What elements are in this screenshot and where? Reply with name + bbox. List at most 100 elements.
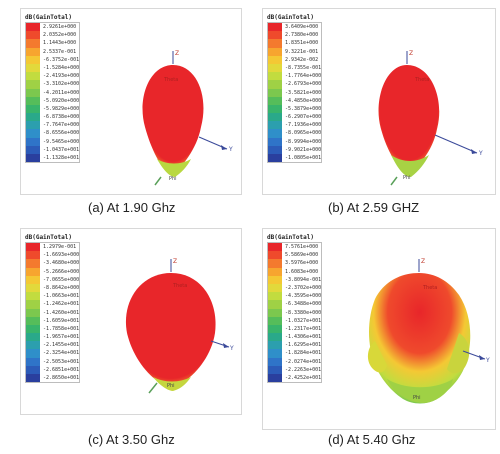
legend-tick-label: 2.0352e+000 bbox=[43, 32, 77, 39]
legend-tick-label: -9.9021e+000 bbox=[285, 146, 322, 153]
pattern-lobe-b bbox=[378, 65, 440, 175]
legend-swatch bbox=[268, 324, 282, 334]
legend-swatch bbox=[26, 308, 40, 317]
pattern-bottom-d bbox=[387, 379, 453, 403]
legend-tick-label: -8.8642e+000 bbox=[43, 284, 80, 291]
legend-swatch bbox=[268, 365, 282, 374]
y-axis-label-b: Y bbox=[478, 150, 483, 157]
legend-row: -6.8738e+000 bbox=[26, 113, 79, 122]
legend-row: 5.5869e+000 bbox=[268, 251, 321, 260]
legend-row: 1.6083e+000 bbox=[268, 267, 321, 276]
legend-row: -1.4260e+001 bbox=[26, 308, 79, 317]
legend-row: -1.0805e+001 bbox=[268, 154, 321, 163]
legend-tick-label: 7.5761e+000 bbox=[285, 244, 319, 250]
legend-swatch bbox=[26, 259, 40, 268]
legend-tick-label: -1.0437e+001 bbox=[43, 146, 80, 153]
pattern-base-a bbox=[157, 159, 191, 177]
legend-swatch bbox=[26, 267, 40, 276]
legend-row: -1.8284e+001 bbox=[268, 349, 321, 358]
legend-swatch bbox=[26, 316, 40, 325]
legend-swatch bbox=[268, 63, 282, 73]
legend-row: 2.9342e-002 bbox=[268, 55, 321, 64]
legend-tick-label: 2.9261e+000 bbox=[43, 24, 77, 30]
caption-c: (c) At 3.50 Ghz bbox=[88, 432, 175, 447]
legend-row: -2.5053e+001 bbox=[26, 357, 80, 366]
legend-swatch bbox=[268, 275, 282, 284]
pattern-base-b bbox=[391, 155, 429, 177]
legend-swatch bbox=[26, 121, 40, 130]
legend-row: -1.0327e+001 bbox=[268, 316, 321, 325]
legend-swatch bbox=[268, 113, 282, 122]
legend-row: 2.9261e+000 bbox=[26, 23, 79, 32]
legend-title-b: dB(GainTotal) bbox=[267, 14, 314, 21]
legend-swatch bbox=[268, 145, 282, 154]
legend-row: -1.6059e+001 bbox=[26, 316, 80, 325]
legend-tick-label: -3.8094e-001 bbox=[285, 276, 322, 283]
legend-row: -1.5284e+000 bbox=[26, 63, 79, 73]
legend-row: -3.4680e+000 bbox=[26, 259, 79, 268]
legend-swatch bbox=[26, 129, 40, 138]
y-axis-label-c: Y bbox=[229, 345, 234, 352]
legend-row: -1.6693e+000 bbox=[26, 251, 80, 260]
legend-swatch bbox=[26, 47, 40, 56]
legend-tick-label: -1.2462e+001 bbox=[43, 301, 80, 308]
y-axis-arrow-d bbox=[479, 355, 485, 360]
legend-row: -1.7764e+000 bbox=[268, 72, 321, 81]
pattern-base-c bbox=[153, 377, 191, 391]
legend-tick-label: -5.9829e+000 bbox=[43, 105, 80, 112]
legend-row: -1.0437e+001 bbox=[26, 145, 80, 154]
legend-tick-label: -2.4193e+000 bbox=[43, 73, 80, 80]
legend-tick-label: -8.0965e+000 bbox=[285, 130, 322, 137]
legend-tick-label: -8.6556e+000 bbox=[43, 130, 80, 137]
legend-swatch bbox=[26, 275, 40, 284]
legend-row: -2.4252e+001 bbox=[268, 374, 322, 383]
legend-title-c: dB(GainTotal) bbox=[25, 234, 72, 241]
legend-row: -2.3702e+000 bbox=[268, 283, 321, 293]
chart-panel-b: dB(GainTotal) 3.6409e+000 2.7380e+000 1.83… bbox=[262, 8, 496, 195]
legend-row: -5.9829e+000 bbox=[26, 104, 80, 114]
legend-swatch bbox=[26, 283, 40, 293]
legend-tick-label: 1.2979e-001 bbox=[43, 244, 77, 250]
legend-swatch bbox=[268, 88, 282, 97]
legend-tick-label: -1.0663e+001 bbox=[43, 293, 80, 300]
legend-swatch bbox=[268, 243, 282, 252]
legend-tick-label: -4.3595e+000 bbox=[285, 293, 322, 300]
legend-row: 1.2979e-001 bbox=[26, 243, 79, 252]
legend-swatch bbox=[268, 55, 282, 64]
legend-tick-label: -2.5053e+001 bbox=[43, 358, 80, 365]
legend-swatch bbox=[268, 72, 282, 81]
legend-scale-c: 1.2979e-001 -1.6693e+000 -3.4680e+000 -5.26… bbox=[25, 242, 81, 384]
legend-row: 1.8351e+000 bbox=[268, 39, 321, 48]
legend-row: -1.1328e+001 bbox=[26, 154, 79, 163]
z-axis-label-b: Z bbox=[409, 50, 413, 57]
legend-tick-label: -5.0920e+000 bbox=[43, 97, 80, 104]
chart-panel-c: dB(GainTotal) 1.2979e-001 -1.6693e+000 -3.… bbox=[20, 228, 242, 415]
legend-swatch bbox=[268, 137, 282, 146]
legend-tick-label: 3.5976e+000 bbox=[285, 260, 319, 267]
legend-tick-label: -1.6693e+000 bbox=[43, 252, 80, 259]
legend-tick-label: -2.4252e+001 bbox=[285, 375, 322, 381]
legend-swatch bbox=[268, 39, 282, 48]
legend-swatch bbox=[268, 129, 282, 138]
legend-tick-label: 2.5337e-001 bbox=[43, 48, 77, 55]
legend-swatch bbox=[268, 259, 282, 268]
legend-row: -3.5821e+000 bbox=[268, 88, 321, 97]
y-axis-arrow-a bbox=[221, 145, 227, 150]
legend-swatch bbox=[26, 104, 40, 114]
legend-swatch bbox=[268, 251, 282, 260]
legend-tick-label: -7.1936e+000 bbox=[285, 122, 322, 129]
legend-tick-label: 9.3221e-001 bbox=[285, 48, 319, 55]
legend-swatch bbox=[26, 341, 40, 350]
radiation-pattern-b: Z Y Theta Phi bbox=[378, 50, 483, 186]
legend-b: dB(GainTotal) 3.6409e+000 2.7380e+000 1.83… bbox=[267, 13, 323, 164]
legend-row: -8.6556e+000 bbox=[26, 129, 80, 138]
legend-tick-label: -4.4850e+000 bbox=[285, 97, 322, 104]
theta-label-a: Theta bbox=[163, 77, 178, 83]
legend-row: -2.0274e+001 bbox=[268, 357, 321, 366]
caption-d: (d) At 5.40 Ghz bbox=[328, 432, 416, 447]
legend-swatch bbox=[268, 374, 282, 383]
legend-tick-label: 1.8351e+000 bbox=[285, 40, 319, 47]
legend-row: -1.9657e+001 bbox=[26, 333, 79, 342]
legend-tick-label: -1.6059e+001 bbox=[43, 317, 80, 324]
legend-tick-label: -4.2011e+000 bbox=[43, 89, 80, 96]
